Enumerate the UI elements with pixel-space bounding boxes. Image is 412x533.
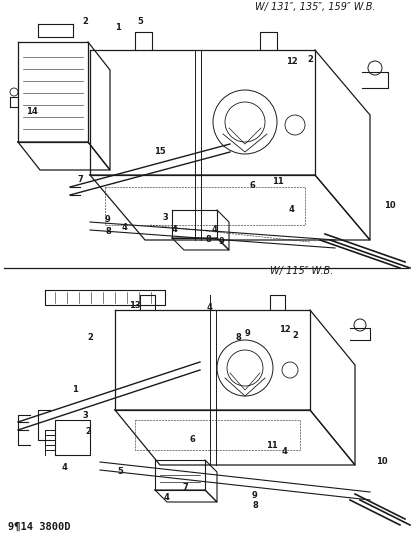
Text: 9¶14 3800D: 9¶14 3800D — [8, 522, 70, 532]
Text: 8: 8 — [205, 236, 211, 245]
Text: 3: 3 — [82, 410, 88, 419]
Text: 8: 8 — [105, 228, 111, 237]
Text: 5: 5 — [117, 467, 123, 477]
Text: 11: 11 — [272, 177, 284, 187]
Text: 3: 3 — [162, 214, 168, 222]
Text: 4: 4 — [122, 223, 128, 232]
Text: 2: 2 — [307, 55, 313, 64]
Text: 8: 8 — [252, 500, 258, 510]
Text: 1: 1 — [72, 385, 78, 394]
Text: 4: 4 — [62, 464, 68, 472]
Text: W/ 115″ W.B.: W/ 115″ W.B. — [270, 266, 333, 276]
Text: 1: 1 — [115, 23, 121, 33]
Text: 2: 2 — [292, 330, 298, 340]
Text: 11: 11 — [266, 440, 278, 449]
Text: 8: 8 — [235, 334, 241, 343]
Text: 4: 4 — [207, 303, 213, 312]
Text: 12: 12 — [286, 58, 298, 67]
Text: 4: 4 — [164, 492, 170, 502]
Text: 2: 2 — [82, 18, 88, 27]
Text: 12: 12 — [279, 326, 291, 335]
Text: 9: 9 — [105, 215, 111, 224]
Text: 14: 14 — [26, 108, 38, 117]
Text: 4: 4 — [212, 225, 218, 235]
Text: 7: 7 — [77, 175, 83, 184]
Text: 4: 4 — [172, 225, 178, 235]
Text: 5: 5 — [137, 18, 143, 27]
Text: 7: 7 — [182, 483, 188, 492]
Text: 10: 10 — [384, 200, 396, 209]
Text: W/ 131″, 135″, 159″ W.B.: W/ 131″, 135″, 159″ W.B. — [255, 2, 376, 12]
Text: 2: 2 — [87, 334, 93, 343]
Text: 4: 4 — [289, 206, 295, 214]
Text: 9: 9 — [252, 490, 258, 499]
Text: 4: 4 — [282, 448, 288, 456]
Text: 9: 9 — [245, 328, 251, 337]
Text: 6: 6 — [189, 435, 195, 445]
Text: 6: 6 — [249, 181, 255, 190]
Text: 13: 13 — [129, 301, 141, 310]
Text: 15: 15 — [154, 148, 166, 157]
Text: 9: 9 — [219, 238, 225, 246]
Text: 2: 2 — [85, 427, 91, 437]
Text: 10: 10 — [376, 457, 388, 466]
